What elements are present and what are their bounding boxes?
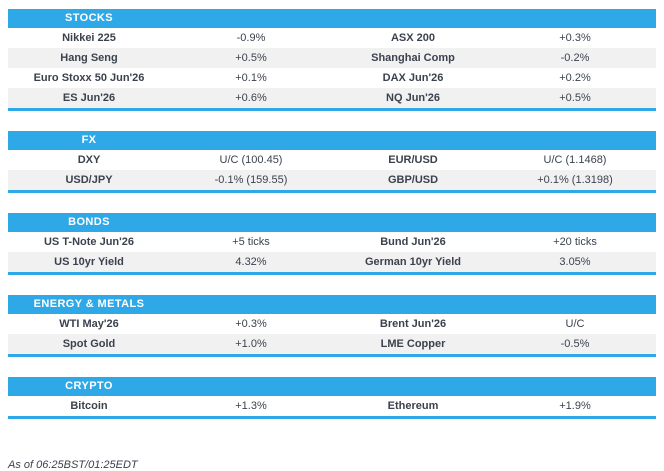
instrument-label: GBP/USD <box>387 174 439 186</box>
section-title: BONDS <box>68 216 110 228</box>
timestamp-note: As of 06:25BST/01:25EDT <box>8 459 138 471</box>
instrument-value: +0.1% <box>235 72 267 84</box>
instrument-label: Nikkei 225 <box>62 32 116 44</box>
section-energy-metals: ENERGY & METALS WTI May'26 +0.3% Brent Jun'… <box>8 295 656 357</box>
table-row: Bitcoin +1.3% Ethereum +1.9% <box>8 396 656 416</box>
table-row: USD/JPY -0.1% (159.55) GBP/USD +0.1% (1.319… <box>8 170 656 190</box>
table-row: DXY U/C (100.45) EUR/USD U/C (1.1468) <box>8 150 656 170</box>
instrument-value: -0.2% <box>560 52 590 64</box>
market-wrap-table: STOCKS Nikkei 225 -0.9% ASX 200 +0.3% Hang Se… <box>8 9 656 419</box>
instrument-value: U/C (100.45) <box>219 154 283 166</box>
section-crypto: CRYPTO Bitcoin +1.3% Ethereum +1.9% <box>8 377 656 419</box>
instrument-label: Ethereum <box>387 400 439 412</box>
instrument-label: Bitcoin <box>70 400 108 412</box>
instrument-label: EUR/USD <box>388 154 438 166</box>
table-row: ES Jun'26 +0.6% NQ Jun'26 +0.5% <box>8 88 656 108</box>
section-title: CRYPTO <box>65 380 113 392</box>
section-stocks: STOCKS Nikkei 225 -0.9% ASX 200 +0.3% Hang Se… <box>8 9 656 111</box>
instrument-value: +1.3% <box>235 400 267 412</box>
instrument-label: Spot Gold <box>62 338 116 350</box>
instrument-label: Shanghai Comp <box>371 52 455 64</box>
instrument-value: +1.9% <box>559 400 591 412</box>
instrument-value: U/C <box>565 318 585 330</box>
table-row: Nikkei 225 -0.9% ASX 200 +0.3% <box>8 28 656 48</box>
instrument-value: +0.2% <box>559 72 591 84</box>
section-title: ENERGY & METALS <box>33 298 145 310</box>
instrument-label: USD/JPY <box>65 174 113 186</box>
instrument-label: DAX Jun'26 <box>382 72 444 84</box>
instrument-value: -0.1% (159.55) <box>214 174 288 186</box>
table-row: US 10yr Yield 4.32% German 10yr Yield 3.05% <box>8 252 656 272</box>
instrument-label: Hang Seng <box>60 52 118 64</box>
instrument-value: +0.3% <box>559 32 591 44</box>
table-row: Spot Gold +1.0% LME Copper -0.5% <box>8 334 656 354</box>
instrument-value: -0.5% <box>560 338 590 350</box>
instrument-label: Brent Jun'26 <box>379 318 447 330</box>
instrument-value: 3.05% <box>559 256 591 268</box>
instrument-value: +1.0% <box>235 338 267 350</box>
instrument-value: +0.5% <box>559 92 591 104</box>
instrument-value: +0.5% <box>235 52 267 64</box>
section-title: FX <box>81 134 97 146</box>
table-row: Euro Stoxx 50 Jun'26 +0.1% DAX Jun'26 +0.2% <box>8 68 656 88</box>
instrument-value: +5 ticks <box>232 236 270 248</box>
section-header: ENERGY & METALS <box>8 295 656 314</box>
section-header: FX <box>8 131 656 150</box>
instrument-label: US T-Note Jun'26 <box>43 236 135 248</box>
instrument-label: German 10yr Yield <box>365 256 461 268</box>
instrument-label: US 10yr Yield <box>54 256 124 268</box>
section-bonds: BONDS US T-Note Jun'26 +5 ticks Bund Jun'26… <box>8 213 656 275</box>
instrument-label: WTI May'26 <box>59 318 119 330</box>
instrument-value: +0.3% <box>235 318 267 330</box>
instrument-value: 4.32% <box>235 256 267 268</box>
instrument-label: NQ Jun'26 <box>386 92 440 104</box>
instrument-label: LME Copper <box>380 338 446 350</box>
instrument-label: ASX 200 <box>390 32 436 44</box>
section-fx: FX DXY U/C (100.45) EUR/USD U/C (1.1468) USD/… <box>8 131 656 193</box>
instrument-value: +0.1% (1.3198) <box>537 174 613 186</box>
instrument-label: Bund Jun'26 <box>380 236 446 248</box>
instrument-label: DXY <box>77 154 101 166</box>
section-title: STOCKS <box>64 12 114 24</box>
instrument-label: Euro Stoxx 50 Jun'26 <box>33 72 145 84</box>
section-header: BONDS <box>8 213 656 232</box>
section-header: CRYPTO <box>8 377 656 396</box>
instrument-value: U/C (1.1468) <box>543 154 607 166</box>
instrument-label: ES Jun'26 <box>62 92 116 104</box>
instrument-value: +0.6% <box>235 92 267 104</box>
table-row: US T-Note Jun'26 +5 ticks Bund Jun'26 +20 t… <box>8 232 656 252</box>
section-header: STOCKS <box>8 9 656 28</box>
table-row: Hang Seng +0.5% Shanghai Comp -0.2% <box>8 48 656 68</box>
instrument-value: -0.9% <box>236 32 266 44</box>
table-row: WTI May'26 +0.3% Brent Jun'26 U/C <box>8 314 656 334</box>
instrument-value: +20 ticks <box>553 236 597 248</box>
